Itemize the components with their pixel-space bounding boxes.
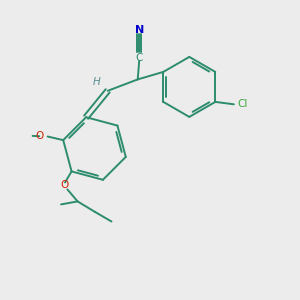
- Text: N: N: [135, 25, 144, 35]
- Text: Cl: Cl: [238, 99, 248, 109]
- Text: C: C: [136, 53, 143, 63]
- Text: H: H: [92, 77, 100, 87]
- Text: O: O: [35, 130, 44, 141]
- Text: O: O: [61, 180, 69, 190]
